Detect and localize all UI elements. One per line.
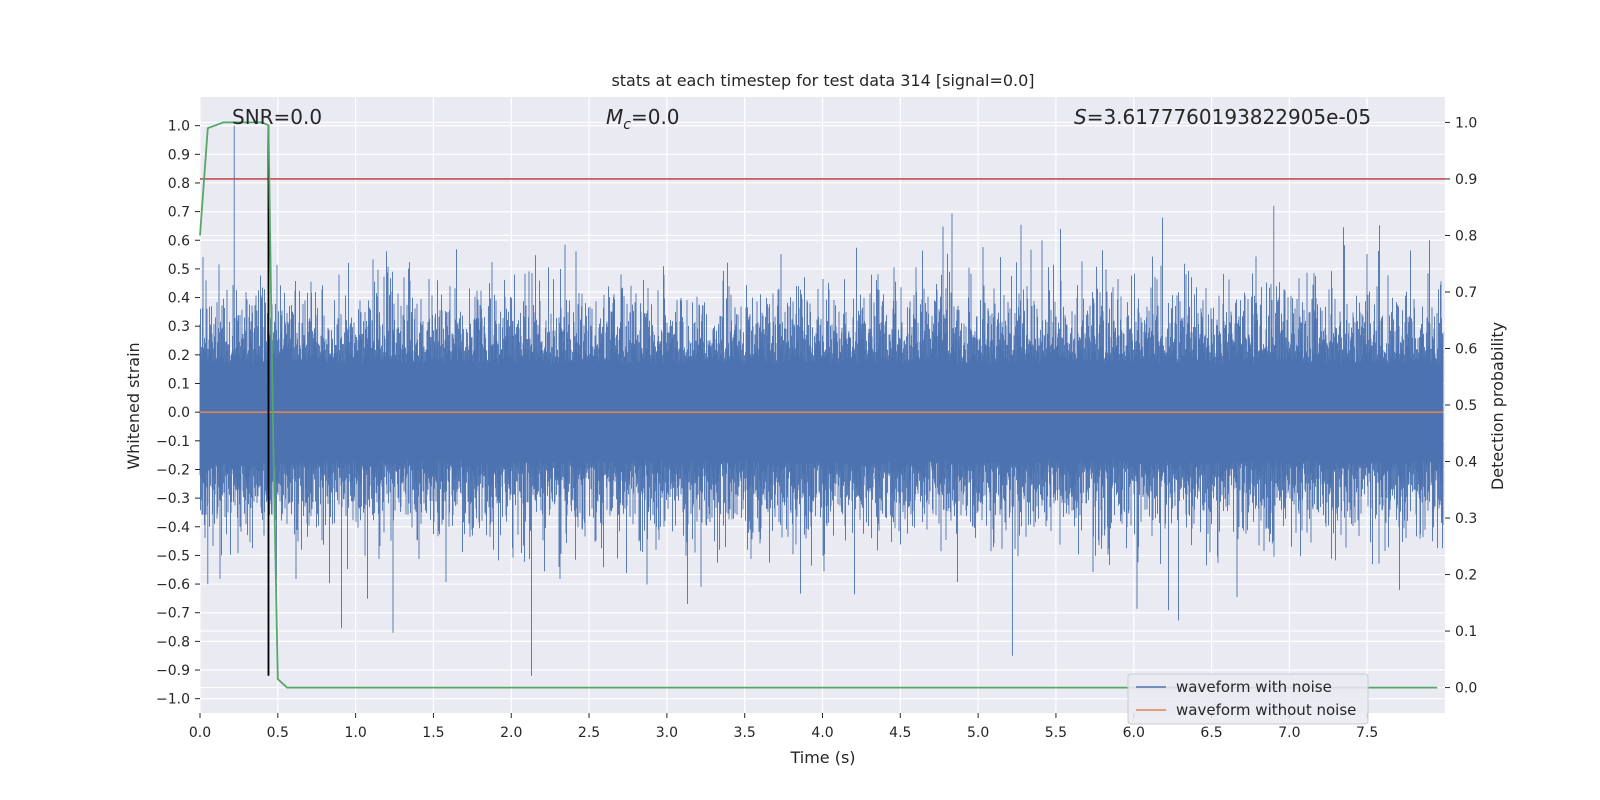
y-tick-label: −0.2 xyxy=(156,462,190,478)
right-axis-label: Detection probability xyxy=(1488,322,1507,490)
right-axis-ticks: 1.0 0.9 0.8 0.7 0.6 0.5 0.4 0.3 0.2 0.1 0.0 xyxy=(1445,115,1477,697)
x-tick-label: 4.0 xyxy=(811,725,833,741)
series-detection-probability xyxy=(199,121,1438,689)
x-tick-label: 4.5 xyxy=(889,725,911,741)
y-tick-label: 0.3 xyxy=(168,319,190,335)
right-tick-label: 0.2 xyxy=(1455,568,1477,584)
x-tick-label: 1.5 xyxy=(422,725,444,741)
y-tick-label: 0.0 xyxy=(168,405,190,421)
chirp-mass-symbol: M xyxy=(606,105,623,129)
y-axis-label: Whitened strain xyxy=(124,342,143,469)
chart-title: stats at each timestep for test data 314… xyxy=(611,71,1034,90)
y-tick-label: −0.8 xyxy=(156,634,190,650)
y-tick-label: −0.5 xyxy=(156,548,190,564)
x-tick-label: 7.0 xyxy=(1278,725,1300,741)
x-axis-ticks: 0.0 0.5 1.0 1.5 2.0 2.5 3.0 3.5 4.0 4.5 5.0 5.5 6.0 6… xyxy=(189,713,1378,741)
x-tick-label: 5.0 xyxy=(967,725,989,741)
right-tick-label: 0.6 xyxy=(1455,341,1477,357)
x-tick-label: 5.5 xyxy=(1045,725,1067,741)
y-tick-label: 0.2 xyxy=(168,348,190,364)
x-tick-label: 3.5 xyxy=(734,725,756,741)
x-tick-label: 7.5 xyxy=(1356,725,1378,741)
right-tick-label: 1.0 xyxy=(1455,115,1477,131)
right-tick-label: 0.1 xyxy=(1455,624,1477,640)
chirp-mass-annotation: Mc=0.0 xyxy=(606,105,680,133)
y-tick-label: 0.8 xyxy=(168,176,190,192)
y-tick-label: 0.4 xyxy=(168,291,190,307)
legend-label-waveform-without-noise: waveform without noise xyxy=(1176,701,1356,719)
y-tick-label: 0.5 xyxy=(168,262,190,278)
y-tick-label: −0.4 xyxy=(156,520,190,536)
right-tick-label: 0.7 xyxy=(1455,285,1477,301)
right-tick-label: 0.8 xyxy=(1455,228,1477,244)
right-tick-label: 0.5 xyxy=(1455,398,1477,414)
x-tick-label: 6.0 xyxy=(1123,725,1145,741)
right-tick-label: 0.3 xyxy=(1455,511,1477,527)
legend: waveform with noise waveform without noi… xyxy=(1127,673,1369,725)
s-value: =3.6177760193822905e-05 xyxy=(1087,105,1371,129)
s-symbol: S xyxy=(1074,105,1087,129)
y-tick-label: −1.0 xyxy=(156,692,190,708)
x-tick-label: 6.5 xyxy=(1200,725,1222,741)
x-tick-label: 0.0 xyxy=(189,725,211,741)
x-tick-label: 0.5 xyxy=(267,725,289,741)
y-tick-label: 0.1 xyxy=(168,377,190,393)
right-tick-label: 0.4 xyxy=(1455,455,1477,471)
chirp-mass-value: =0.0 xyxy=(631,105,680,129)
legend-box xyxy=(1127,673,1369,725)
y-tick-label: 0.7 xyxy=(168,205,190,221)
y-tick-label: −0.7 xyxy=(156,606,190,622)
right-tick-label: 0.9 xyxy=(1455,172,1477,188)
chirp-mass-subscript: c xyxy=(623,117,631,133)
y-tick-label: 1.0 xyxy=(168,119,190,135)
y-tick-label: 0.6 xyxy=(168,233,190,249)
x-tick-label: 3.0 xyxy=(656,725,678,741)
s-annotation: S=3.6177760193822905e-05 xyxy=(1074,105,1371,129)
noise-waveform-path xyxy=(199,125,1444,676)
right-tick-label: 0.0 xyxy=(1455,681,1477,697)
y-axis-ticks: 1.0 0.9 0.8 0.7 0.6 0.5 0.4 0.3 0.2 0.1 0.0 −0.1 −0.… xyxy=(156,119,200,708)
x-axis-label: Time (s) xyxy=(789,748,855,767)
y-tick-label: −0.1 xyxy=(156,434,190,450)
y-tick-label: −0.9 xyxy=(156,663,190,679)
snr-annotation: SNR=0.0 xyxy=(232,105,322,129)
y-tick-label: −0.6 xyxy=(156,577,190,593)
x-tick-label: 1.0 xyxy=(344,725,366,741)
series-waveform-with-noise xyxy=(199,125,1444,676)
y-tick-label: 0.9 xyxy=(168,147,190,163)
x-tick-label: 2.0 xyxy=(500,725,522,741)
legend-label-waveform-with-noise: waveform with noise xyxy=(1176,678,1332,696)
y-tick-label: −0.3 xyxy=(156,491,190,507)
x-tick-label: 2.5 xyxy=(578,725,600,741)
